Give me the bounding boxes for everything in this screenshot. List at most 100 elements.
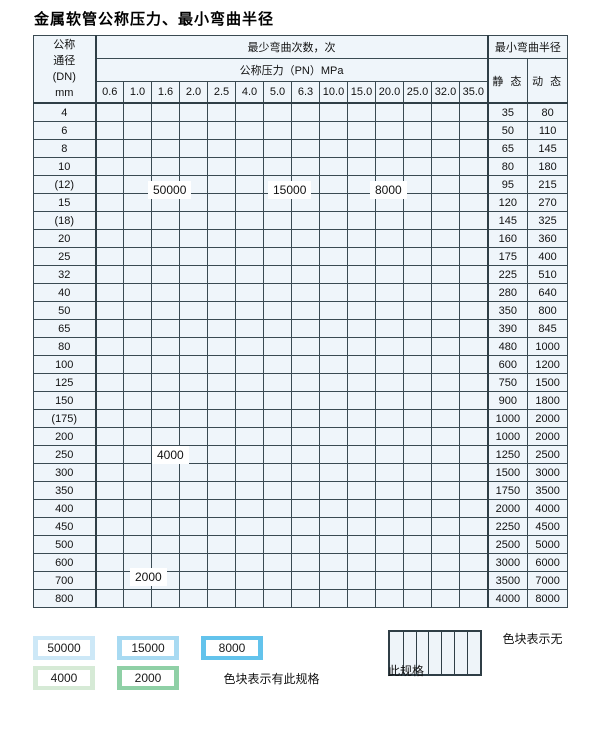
spec-cell <box>123 102 152 122</box>
dn-cell: 250 <box>33 445 97 464</box>
dynamic-radius-cell: 3500 <box>527 481 569 500</box>
spec-cell <box>291 553 320 572</box>
spec-cell <box>319 535 348 554</box>
spec-cell <box>431 283 460 302</box>
spec-cell <box>207 229 236 248</box>
spec-cell <box>263 409 292 428</box>
spec-cell <box>319 301 348 320</box>
spec-cell <box>95 175 124 194</box>
static-radius-cell: 600 <box>486 355 529 374</box>
table-row: 500 2500 5000 <box>33 535 569 554</box>
dynamic-radius-cell: 3000 <box>527 463 569 482</box>
swatch-divider <box>454 632 455 674</box>
spec-cell <box>235 499 264 518</box>
spec-cell <box>291 337 320 356</box>
spec-cell <box>95 139 124 158</box>
spec-cell <box>207 535 236 554</box>
dynamic-radius-cell: 180 <box>527 157 569 176</box>
static-radius-cell: 280 <box>486 283 529 302</box>
dynamic-radius-cell: 1000 <box>527 337 569 356</box>
spec-cell <box>123 427 152 446</box>
spec-cell <box>319 571 348 590</box>
spec-cell <box>207 193 236 212</box>
legend-chip-50000: 50000 <box>33 636 95 660</box>
spec-cell <box>95 247 124 266</box>
header-pn-2.5: 2.5 <box>207 81 236 104</box>
spec-cell <box>123 229 152 248</box>
spec-cell <box>291 283 320 302</box>
spec-cell <box>235 355 264 374</box>
spec-cell <box>95 265 124 284</box>
spec-cell <box>431 301 460 320</box>
spec-cell <box>151 265 180 284</box>
static-radius-cell: 2000 <box>486 499 529 518</box>
spec-cell <box>235 265 264 284</box>
spec-cell <box>263 265 292 284</box>
spec-cell <box>375 211 404 230</box>
spec-cell <box>179 102 208 122</box>
spec-cell <box>375 319 404 338</box>
spec-cell <box>375 229 404 248</box>
spec-cell <box>403 535 432 554</box>
spec-cell <box>458 102 489 122</box>
spec-cell <box>403 499 432 518</box>
dn-cell: 10 <box>33 157 97 176</box>
spec-cell <box>179 139 208 158</box>
spec-cell <box>431 102 460 122</box>
spec-cell <box>431 337 460 356</box>
spec-cell <box>319 229 348 248</box>
dn-cell: 20 <box>33 229 97 248</box>
spec-cell <box>123 139 152 158</box>
spec-cell <box>207 391 236 410</box>
spec-cell <box>151 553 180 572</box>
spec-cell <box>403 211 432 230</box>
dynamic-radius-cell: 4500 <box>527 517 569 536</box>
spec-cell <box>95 337 124 356</box>
spec-cell <box>347 139 376 158</box>
spec-cell <box>458 535 489 554</box>
legend-chip-8000: 8000 <box>201 636 263 660</box>
spec-cell <box>431 589 460 608</box>
spec-cell <box>123 535 152 554</box>
spec-cell <box>235 481 264 500</box>
spec-cell <box>123 499 152 518</box>
static-radius-cell: 120 <box>486 193 529 212</box>
spec-cell <box>95 211 124 230</box>
spec-cell <box>375 589 404 608</box>
legend-chips-green: 4000 2000 <box>33 666 201 694</box>
swatch-divider <box>466 632 468 674</box>
spec-cell <box>291 265 320 284</box>
spec-cell <box>403 265 432 284</box>
spec-cell <box>291 301 320 320</box>
spec-cell <box>347 211 376 230</box>
spec-cell <box>347 319 376 338</box>
spec-cell <box>319 265 348 284</box>
spec-cell <box>207 157 236 176</box>
spec-cell <box>263 283 292 302</box>
spec-cell <box>263 463 292 482</box>
spec-cell <box>431 139 460 158</box>
spec-cell <box>458 301 489 320</box>
spec-cell <box>458 373 489 392</box>
spec-cell <box>95 355 124 374</box>
spec-cell <box>207 517 236 536</box>
spec-cell <box>95 535 124 554</box>
spec-table: 公称 通径 (DN) mm 最少弯曲次数，次 最小弯曲半径 公称压力（PN）MP… <box>33 35 569 608</box>
spec-cell <box>95 481 124 500</box>
spec-cell <box>319 175 348 194</box>
spec-cell <box>375 445 404 464</box>
header-pn-32.0: 32.0 <box>431 81 460 104</box>
spec-cell <box>95 445 124 464</box>
spec-cell <box>375 553 404 572</box>
spec-cell <box>207 102 236 122</box>
header-pn-35.0: 35.0 <box>458 81 489 104</box>
spec-cell <box>207 409 236 428</box>
header-dn-line-1: 公称 <box>53 39 76 51</box>
dn-cell: 800 <box>33 589 97 608</box>
spec-cell <box>123 391 152 410</box>
spec-cell <box>347 571 376 590</box>
spec-cell <box>319 139 348 158</box>
spec-cell <box>375 301 404 320</box>
spec-cell <box>375 247 404 266</box>
spec-cell <box>151 355 180 374</box>
